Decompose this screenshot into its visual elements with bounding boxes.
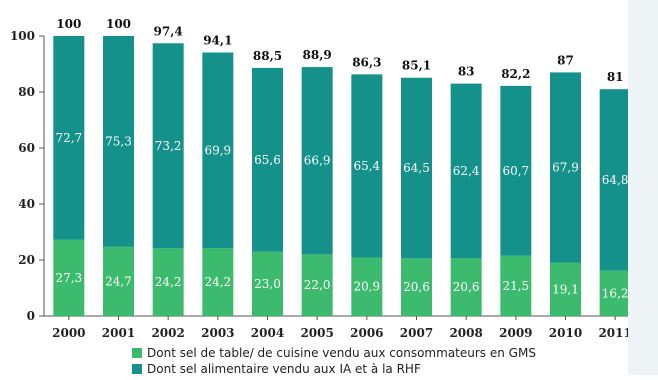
bar-2002-series-1 <box>152 43 184 249</box>
total-label-2009: 82,2 <box>501 67 530 81</box>
legend-item-ia-rhf: Dont sel alimentaire vendu aux IA et à l… <box>132 361 536 377</box>
bar-2005-series-0 <box>301 254 333 316</box>
bar-2006-series-0 <box>351 257 383 316</box>
data-label-2010-series-0: 19,1 <box>552 282 579 296</box>
bar-2011-series-1 <box>599 89 631 271</box>
bar-2007-series-1 <box>401 77 432 259</box>
bar-2000-series-0 <box>53 239 85 316</box>
x-tick-label-2006: 2006 <box>350 326 383 340</box>
legend-item-gms: Dont sel de table/ de cuisine vendu aux … <box>132 345 536 361</box>
legend-swatch-ia-rhf <box>132 364 142 374</box>
x-tick-label-2011: 2011 <box>598 326 631 340</box>
x-tick-label-2003: 2003 <box>201 326 234 340</box>
data-label-2002-series-1: 73,2 <box>155 139 182 153</box>
total-label-2007: 85,1 <box>402 59 431 73</box>
data-label-2003-series-1: 69,9 <box>204 143 231 157</box>
x-tick-label-2005: 2005 <box>300 326 333 340</box>
data-label-2006-series-0: 20,9 <box>353 280 380 294</box>
x-tick-label-2009: 2009 <box>499 326 532 340</box>
total-label-2001: 100 <box>106 17 131 31</box>
bar-2007-series-0 <box>401 258 432 316</box>
data-label-2005-series-0: 22,0 <box>304 278 331 292</box>
data-label-2006-series-1: 65,4 <box>353 159 380 173</box>
bar-2001-series-0 <box>103 246 134 316</box>
data-label-2000-series-0: 27,3 <box>55 271 82 285</box>
data-label-2001-series-1: 75,3 <box>105 134 132 148</box>
bar-2003-series-0 <box>202 248 234 316</box>
total-label-2011: 81 <box>607 70 624 84</box>
x-tick-label-2002: 2002 <box>151 326 184 340</box>
data-label-2002-series-0: 24,2 <box>155 275 182 289</box>
total-label-2004: 88,5 <box>253 49 282 63</box>
data-label-2004-series-0: 23,0 <box>254 277 281 291</box>
bar-2006-series-1 <box>351 74 383 258</box>
bar-2010-series-1 <box>550 72 581 263</box>
y-tick-label-0: 0 <box>27 309 35 323</box>
bar-2009-series-0 <box>500 255 532 316</box>
data-label-2001-series-0: 24,7 <box>105 274 132 288</box>
total-label-2008: 83 <box>458 65 475 79</box>
y-tick-label-80: 80 <box>18 85 35 99</box>
bar-2009-series-1 <box>500 85 532 256</box>
data-label-2003-series-0: 24,2 <box>204 275 231 289</box>
bar-2005-series-1 <box>301 67 333 255</box>
x-tick-label-2004: 2004 <box>251 326 284 340</box>
labels: 27,3 72,7 100 24,7 75,3 100 24,2 73,2 97,4 24,2 69… <box>55 17 628 300</box>
bar-2003-series-1 <box>202 52 234 249</box>
bar-2011-series-0 <box>599 270 631 316</box>
data-label-2004-series-1: 65,6 <box>254 153 281 167</box>
data-label-2010-series-1: 67,9 <box>552 160 579 174</box>
bars <box>53 36 631 316</box>
data-label-2005-series-1: 66,9 <box>304 154 331 168</box>
data-label-2000-series-1: 72,7 <box>55 131 82 145</box>
legend-label-gms: Dont sel de table/ de cuisine vendu aux … <box>147 346 536 360</box>
data-label-2011-series-0: 16,2 <box>602 286 629 300</box>
x-tick-label-2008: 2008 <box>449 326 482 340</box>
total-label-2000: 100 <box>56 17 81 31</box>
y-tick-label-60: 60 <box>18 141 35 155</box>
y-tick-label-100: 100 <box>10 29 35 43</box>
axes: 0 20 40 60 80 100 2000 2001 2002 2003 2004 2005 2006… <box>10 29 640 340</box>
total-label-2002: 97,4 <box>154 24 183 38</box>
bar-2001-series-1 <box>103 36 134 247</box>
bar-2008-series-1 <box>450 83 482 259</box>
x-tick-label-2010: 2010 <box>549 326 582 340</box>
bar-2000-series-1 <box>53 36 85 240</box>
y-tick-label-20: 20 <box>18 253 35 267</box>
bar-2008-series-0 <box>450 258 482 316</box>
data-label-2009-series-0: 21,5 <box>502 279 529 293</box>
data-label-2007-series-0: 20,6 <box>403 280 430 294</box>
legend-label-ia-rhf: Dont sel alimentaire vendu aux IA et à l… <box>147 362 421 376</box>
total-label-2003: 94,1 <box>203 34 232 48</box>
bar-2004-series-0 <box>252 251 283 316</box>
legend: Dont sel de table/ de cuisine vendu aux … <box>132 345 536 377</box>
bar-2002-series-0 <box>152 248 184 316</box>
right-edge-band <box>628 0 658 375</box>
legend-swatch-gms <box>132 348 142 358</box>
y-tick-label-40: 40 <box>18 197 35 211</box>
data-label-2007-series-1: 64,5 <box>403 161 430 175</box>
x-tick-label-2001: 2001 <box>102 326 135 340</box>
data-label-2008-series-1: 62,4 <box>453 164 480 178</box>
bar-2004-series-1 <box>252 67 283 252</box>
data-label-2008-series-0: 20,6 <box>453 280 480 294</box>
data-label-2011-series-1: 64,8 <box>602 173 629 187</box>
x-tick-label-2000: 2000 <box>52 326 85 340</box>
total-label-2005: 88,9 <box>303 48 332 62</box>
bar-2010-series-0 <box>550 262 581 316</box>
x-tick-label-2007: 2007 <box>400 326 433 340</box>
data-label-2009-series-1: 60,7 <box>502 164 529 178</box>
total-label-2010: 87 <box>557 53 574 67</box>
total-label-2006: 86,3 <box>352 55 381 69</box>
